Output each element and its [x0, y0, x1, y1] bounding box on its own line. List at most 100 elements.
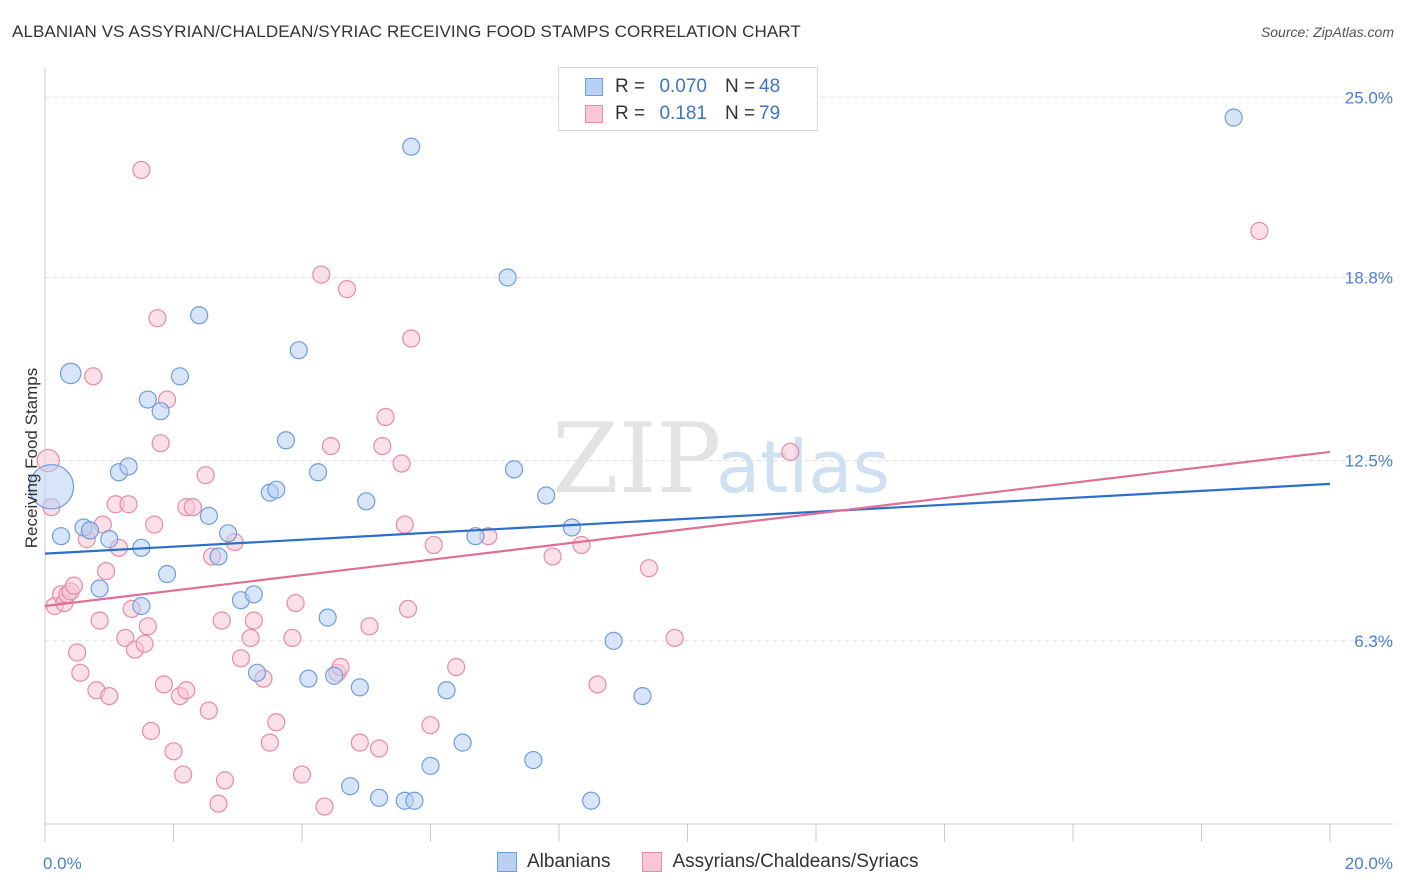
assyrians-point — [183, 498, 202, 517]
albanians-point — [633, 686, 652, 706]
albanians-point — [308, 463, 328, 482]
assyrians-swatch — [585, 105, 603, 123]
assyrians-point — [84, 367, 103, 386]
assyrians-point — [154, 675, 173, 694]
assyrians-point — [350, 733, 369, 752]
assyrians-point — [421, 716, 440, 735]
albanians-point — [80, 521, 100, 540]
r-value-assyrians: 0.181 — [659, 103, 707, 124]
albanians-point — [437, 681, 456, 700]
assyrians-point — [373, 436, 392, 456]
y-tick-label: 25.0% — [1345, 88, 1393, 107]
assyrians-point — [781, 442, 800, 462]
albanians-swatch — [585, 78, 603, 96]
albanians-point — [537, 486, 556, 505]
albanians-point — [1224, 108, 1243, 127]
assyrians-point — [424, 535, 443, 555]
assyrians-point — [572, 535, 591, 555]
legend-row-assyrians: R = 0.181 N = 79 — [585, 101, 780, 127]
watermark: ZIP atlas — [552, 403, 890, 515]
assyrians-point — [244, 611, 263, 630]
assyrians-point — [292, 765, 312, 784]
assyrians-point — [90, 611, 109, 630]
albanians-point — [504, 460, 524, 479]
assyrians-point — [392, 454, 411, 473]
albanians-point — [244, 585, 263, 604]
assyrians-point — [151, 434, 170, 453]
watermark-atlas: atlas — [716, 425, 890, 509]
albanians-trend-line — [44, 482, 1331, 555]
assyrians-legend-swatch — [642, 852, 663, 872]
series-albanians-points — [28, 108, 1243, 810]
albanians-point — [370, 788, 389, 807]
albanians-point — [453, 733, 472, 752]
assyrians-point — [337, 280, 357, 299]
assyrians-point — [164, 742, 183, 761]
assyrians-point — [639, 559, 659, 578]
legend-item-albanians[interactable]: Albanians — [497, 851, 610, 873]
assyrians-point — [283, 628, 302, 648]
albanians-point — [219, 524, 238, 543]
assyrians-point — [174, 765, 193, 784]
source-note: Source: ZipAtlas.com — [1260, 24, 1394, 40]
n-label: N = — [725, 76, 756, 97]
assyrians-point — [286, 593, 305, 613]
assyrians-point — [141, 721, 161, 741]
assyrians-point — [402, 329, 421, 348]
watermark-zip: ZIP — [552, 403, 721, 515]
albanians-point — [28, 464, 75, 510]
n-value-assyrians: 79 — [759, 103, 781, 124]
albanians-point — [132, 596, 151, 616]
assyrians-point — [315, 797, 334, 816]
albanians-point — [562, 518, 581, 537]
albanians-point — [138, 390, 157, 409]
y-tick-label: 6.3% — [1354, 632, 1393, 651]
albanians-point — [498, 268, 517, 287]
assyrians-point — [447, 657, 466, 677]
assyrians-point — [543, 547, 562, 566]
chart-title: ALBANIAN VS ASSYRIAN/CHALDEAN/SYRIAC REC… — [12, 22, 801, 41]
albanians-point — [341, 777, 360, 796]
legend-row-albanians: R = 0.070 N = 48 — [585, 74, 780, 100]
correlation-legend: R = 0.070 N = 48 R = 0.181 N = 79 — [558, 67, 818, 131]
albanians-point — [299, 669, 318, 688]
assyrians-point — [321, 436, 341, 456]
albanians-point — [318, 608, 337, 627]
albanians-point — [90, 579, 109, 598]
assyrians-point — [398, 599, 418, 618]
albanians-legend-label: Albanians — [527, 851, 611, 872]
albanians-point — [524, 750, 543, 770]
gridlines — [45, 96, 1393, 642]
albanians-point — [466, 527, 485, 546]
albanians-point — [151, 402, 170, 421]
assyrians-point — [135, 634, 154, 653]
legend-item-assyrians[interactable]: Assyrians/Chaldeans/Syriacs — [642, 851, 919, 873]
assyrians-point — [209, 794, 228, 813]
albanians-point — [157, 564, 177, 584]
tick-labels: 6.3% 12.5% 18.8% 25.0% 0.0% 20.0% — [43, 88, 1393, 873]
albanians-point — [247, 663, 267, 682]
assyrians-point — [132, 160, 151, 180]
albanians-point — [119, 457, 138, 476]
assyrians-point — [370, 739, 389, 758]
assyrians-point — [96, 561, 116, 581]
assyrians-point — [177, 681, 196, 700]
x-tick-label: 0.0% — [43, 854, 82, 873]
albanians-point — [604, 631, 623, 650]
series-assyrians-points — [36, 160, 1269, 816]
assyrians-point — [71, 663, 90, 682]
assyrians-point — [231, 649, 251, 668]
r-label: R = — [615, 76, 646, 97]
r-value-albanians: 0.070 — [659, 76, 707, 97]
albanians-point — [289, 341, 308, 360]
albanians-point — [421, 756, 440, 775]
assyrians-point — [215, 771, 234, 790]
assyrians-point — [138, 617, 157, 636]
n-value-albanians: 48 — [759, 76, 781, 97]
x-tick-label: 20.0% — [1345, 854, 1393, 873]
assyrians-legend-label: Assyrians/Chaldeans/Syriacs — [672, 851, 919, 872]
albanians-point — [350, 678, 369, 697]
axes — [44, 68, 1393, 842]
albanians-point — [51, 527, 71, 546]
